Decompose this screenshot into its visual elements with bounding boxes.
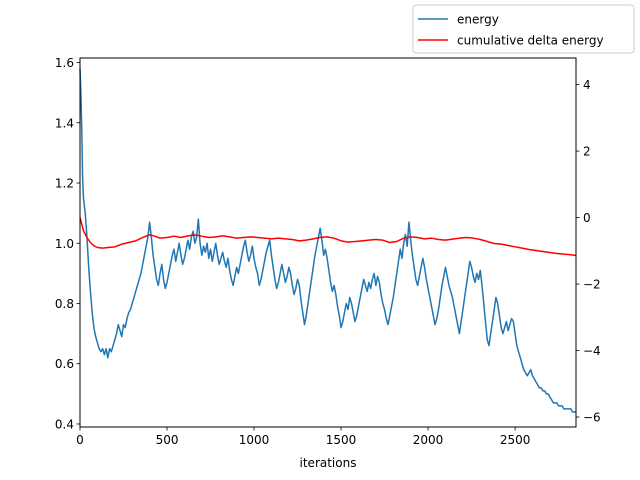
- x-tick-label: 1000: [239, 433, 270, 447]
- y-right-tick-label: −6: [583, 411, 601, 425]
- y-left-tick-label: 0.6: [55, 357, 74, 371]
- axes-frame: [79, 57, 577, 428]
- legend-label: energy: [457, 13, 499, 27]
- x-tick-label: 2500: [500, 433, 531, 447]
- y-right-tick-label: 4: [583, 78, 591, 92]
- series-layer: [79, 68, 577, 413]
- y-right-tick-label: −4: [583, 344, 601, 358]
- legend-frame: [412, 4, 635, 54]
- y-axis-right: −6 −4 −2 0 2 4: [576, 78, 601, 425]
- x-tick-label: 500: [156, 433, 179, 447]
- x-axis: 0 500 1000 1500 2000 2500: [76, 427, 530, 447]
- y-right-tick-label: 2: [583, 145, 591, 159]
- y-axis-left: 0.4 0.6 0.8 1.0 1.2 1.4 1.6: [55, 56, 80, 431]
- x-tick-label: 1500: [326, 433, 357, 447]
- y-left-tick-label: 1.4: [55, 116, 74, 130]
- axes-background: [80, 58, 576, 427]
- y-right-tick-label: −2: [583, 278, 601, 292]
- plot-area: [79, 57, 577, 428]
- y-left-tick-label: 1.0: [55, 237, 74, 251]
- series-line-1: [79, 217, 577, 257]
- y-left-tick-label: 1.2: [55, 177, 74, 191]
- x-tick-label: 0: [76, 433, 84, 447]
- series-line-0: [79, 68, 576, 413]
- legend: energy cumulative delta energy: [412, 4, 635, 54]
- y-left-tick-label: 0.4: [55, 417, 74, 431]
- x-tick-label: 2000: [413, 433, 444, 447]
- y-right-tick-label: 0: [583, 211, 591, 225]
- y-left-tick-label: 0.8: [55, 297, 74, 311]
- legend-label: cumulative delta energy: [457, 34, 604, 48]
- y-left-tick-label: 1.6: [55, 56, 74, 70]
- x-axis-label: iterations: [300, 456, 357, 470]
